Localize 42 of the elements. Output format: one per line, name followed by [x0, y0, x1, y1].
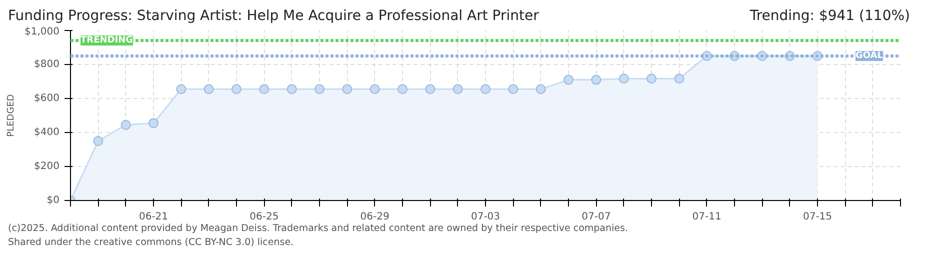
y-tick-label: $800: [34, 59, 60, 70]
y-tick-label: $400: [34, 127, 60, 138]
y-tick-label: $200: [34, 161, 60, 172]
point: [480, 84, 490, 94]
point: [508, 84, 518, 94]
x-tick-label: 06-21: [138, 212, 168, 222]
x-tick-label: 07-07: [582, 212, 611, 222]
point: [314, 84, 324, 94]
point: [120, 120, 131, 130]
text: Shared under the creative commons (CC BY-NC 3.0) license.: [8, 236, 294, 248]
point: [176, 84, 186, 94]
point: [591, 74, 602, 85]
point: [564, 74, 574, 85]
x-tick-label: 07-03: [470, 212, 500, 222]
x-tick-label: 06-25: [250, 212, 279, 222]
text: (c)2025. Additional content provided by Meagan Deiss. Trademarks and related content are owned by their respective companies.: [8, 223, 628, 234]
point: [342, 84, 352, 94]
point: [204, 84, 214, 94]
y-tick-label: $0: [46, 195, 60, 206]
y-tick-label: $1,000: [24, 26, 60, 38]
chart-title: Funding Progress: Starving Artist: Help Me Acquire a Professional Art Printer: [8, 7, 539, 26]
x-tick-label: 07-15: [802, 212, 832, 222]
point: [618, 74, 629, 84]
point: [370, 84, 380, 94]
x-tick-label: 07-11: [692, 212, 722, 222]
point: [425, 84, 436, 94]
point: [286, 84, 297, 94]
point: [259, 84, 270, 94]
ref-line-label: TRENDING: [80, 36, 133, 46]
point: [646, 74, 656, 84]
text: Trending: $941 (110%): [750, 7, 910, 26]
y-tick-label: $600: [34, 93, 60, 104]
ref-line-label: GOAL: [856, 51, 884, 61]
point: [148, 118, 158, 128]
point: [452, 84, 463, 94]
point: [93, 136, 104, 146]
point: [536, 84, 546, 94]
point: [232, 84, 242, 94]
point: [674, 74, 684, 84]
x-tick-label: 06-29: [360, 212, 390, 222]
point: [398, 84, 408, 94]
y-axis-title: PLEDGED: [6, 94, 17, 137]
